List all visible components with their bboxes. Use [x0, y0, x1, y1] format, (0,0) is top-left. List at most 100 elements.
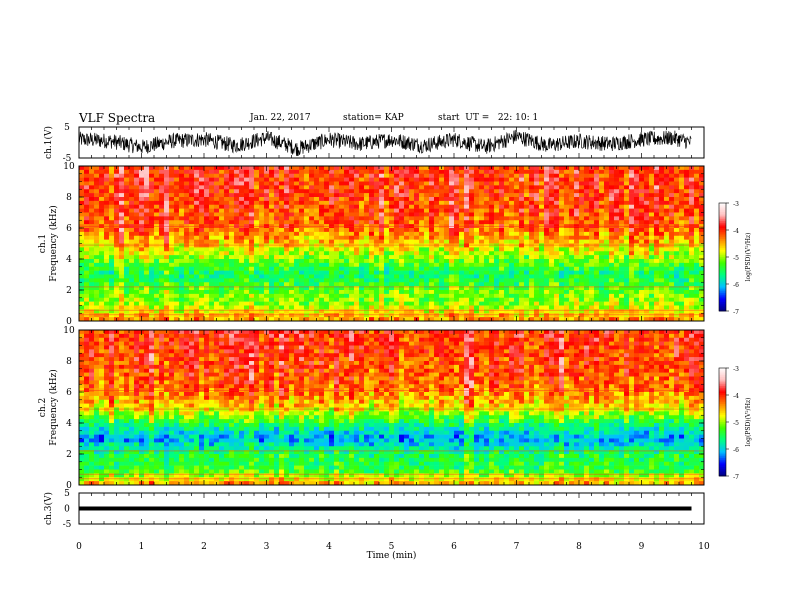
ch2-colorbar-cell [719, 407, 726, 410]
ch1-colorbar-cell [719, 221, 726, 224]
ch1-colorbar-cell [719, 246, 726, 249]
x-tick-label: 1 [139, 542, 145, 552]
ch1-colorbar-cell [719, 203, 726, 206]
ch2-colorbar-cell [719, 420, 726, 423]
x-tick-label: 3 [264, 542, 270, 552]
ch1-colorbar-cell [719, 235, 726, 238]
ch1-y-tick-label: 8 [66, 193, 72, 203]
ch2-colorbar-cell [719, 373, 726, 376]
ch2-colorbar-cell [719, 431, 726, 434]
ch1-y-tick-label: 0 [66, 317, 72, 327]
ch2-colorbar-cell [719, 378, 726, 381]
ch2-colorbar-cell [719, 404, 726, 407]
ch2-colorbar-cell [719, 389, 726, 392]
ch1-colorbar-cell [719, 206, 726, 209]
ch3-y-tick-label: 5 [64, 489, 70, 499]
chart-title: VLF Spectra [79, 111, 156, 125]
ch1-y-tick-label: 5 [64, 123, 70, 133]
ch1-colorbar-cell [719, 231, 726, 234]
ch1-colorbar-cell [719, 300, 726, 303]
ch2-colorbar-label: log(PSD)(V²/Hz) [745, 398, 752, 447]
ch1-y-tick-label: 10 [63, 162, 75, 172]
ch2-colorbar-cell [719, 447, 726, 450]
ch1-colorbar-cell [719, 291, 726, 294]
ch1-colorbar-cell [719, 275, 726, 278]
ch1-colorbar-cell [719, 249, 726, 252]
ch1-colorbar-cell [719, 217, 726, 220]
ch1-y-tick-label: 4 [66, 255, 72, 265]
ch2-colorbar-cell [719, 375, 726, 378]
ch1-colorbar-cell [719, 213, 726, 216]
ch1-colorbar-cell [719, 287, 726, 290]
ch2-colorbar-cell [719, 456, 726, 459]
ch1-colorbar-cell [719, 237, 726, 240]
ch2-colorbar-cell [719, 371, 726, 374]
ch2-colorbar-cell [719, 393, 726, 396]
ch2-colorbar-cell [719, 463, 726, 466]
ch2-colorbar-cell [719, 413, 726, 416]
ch2-y-tick-label: 4 [66, 419, 72, 429]
ch2-colorbar-cell [719, 400, 726, 403]
ch1-colorbar-tick-label: -4 [733, 228, 739, 235]
ch1-colorbar-cell [719, 293, 726, 296]
ch2-colorbar-cell [719, 449, 726, 452]
ch2-colorbar-cell [719, 461, 726, 464]
ch1-colorbar-cell [719, 276, 726, 279]
ch1-y-tick-label: 2 [66, 286, 72, 296]
ch2-colorbar-cell [719, 443, 726, 446]
ch2-colorbar-cell [719, 454, 726, 457]
ch1-colorbar-cell [719, 212, 726, 215]
ch2-colorbar-cell [719, 465, 726, 468]
ch2-colorbar-cell [719, 450, 726, 453]
ch1-y-axis-label: Frequency (kHz) [48, 205, 59, 282]
ch2-colorbar-cell [719, 474, 726, 477]
ch1-colorbar-cell [719, 273, 726, 276]
ch2-colorbar-cell [719, 402, 726, 405]
ch2-colorbar-cell [719, 459, 726, 462]
ch2-colorbar-cell [719, 436, 726, 439]
ch1-colorbar-cell [719, 309, 726, 312]
ch1-colorbar-cell [719, 280, 726, 283]
ch2-colorbar-cell [719, 416, 726, 419]
ch2-colorbar-cell [719, 380, 726, 383]
ch1-colorbar-cell [719, 269, 726, 272]
x-tick-label: 5 [389, 542, 395, 552]
ch2-colorbar-cell [719, 440, 726, 443]
ch1-y-tick-label: -5 [63, 154, 72, 164]
ch2-colorbar-cell [719, 368, 726, 371]
ch2-colorbar-cell [719, 467, 726, 470]
ch1-colorbar-cell [719, 233, 726, 236]
ch2-colorbar-cell [719, 414, 726, 417]
ch1-y-tick-label: 6 [66, 224, 72, 234]
ch2-colorbar-cell [719, 395, 726, 398]
ch2-colorbar-cell [719, 391, 726, 394]
ch2-colorbar-cell [719, 429, 726, 432]
ch2-colorbar-cell [719, 422, 726, 425]
start-time-label: start UT = 22: 10: 1 [438, 113, 539, 123]
ch1-colorbar-cell [719, 255, 726, 258]
ch1-y-axis-label: ch.1(V) [43, 126, 54, 159]
ch2-colorbar-cell [719, 427, 726, 430]
x-tick-label: 4 [326, 542, 332, 552]
x-tick-label: 6 [451, 542, 457, 552]
ch1-colorbar-cell [719, 266, 726, 269]
date-label: Jan. 22, 2017 [250, 113, 311, 123]
ch2-colorbar-cell [719, 418, 726, 421]
ch1-colorbar-cell [719, 253, 726, 256]
ch2-colorbar-cell [719, 441, 726, 444]
ch1-colorbar-cell [719, 257, 726, 260]
ch2-colorbar-cell [719, 411, 726, 414]
ch2-colorbar-tick-label: -4 [733, 393, 739, 400]
ch2-y-tick-label: 6 [66, 388, 72, 398]
ch1-colorbar-cell [719, 244, 726, 247]
ch1-colorbar-cell [719, 278, 726, 281]
station-label: station= KAP [343, 113, 404, 123]
ch1-colorbar-cell [719, 258, 726, 261]
ch2-colorbar-cell [719, 438, 726, 441]
ch2-colorbar-cell [719, 396, 726, 399]
ch1-colorbar-cell [719, 208, 726, 211]
ch1-channel-label: ch.1 [38, 234, 48, 253]
x-axis-label: Time (min) [367, 550, 417, 561]
ch2-y-tick-label: 10 [63, 326, 75, 336]
ch1-colorbar-cell [719, 264, 726, 267]
